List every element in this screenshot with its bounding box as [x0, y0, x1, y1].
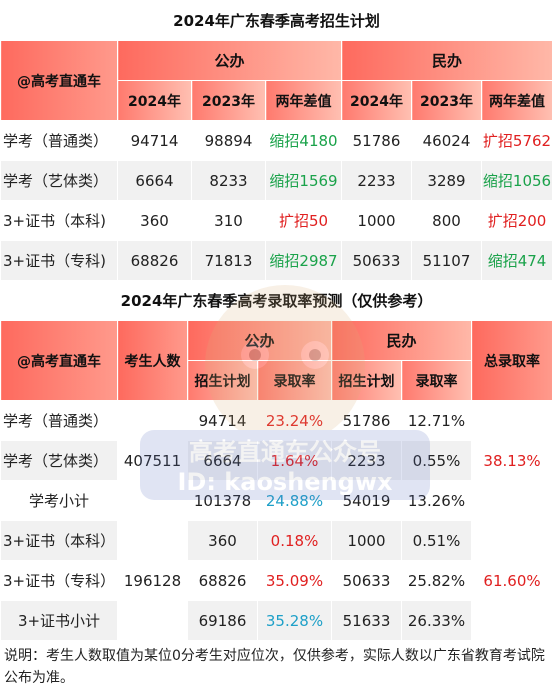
public-group-header: 公办 [187, 320, 332, 361]
col-header: 录取率 [257, 360, 332, 401]
row-label: 学考（普通类） [0, 400, 118, 441]
corner-label: @高考直通车 [0, 320, 118, 401]
candidates-cell: 196128 [117, 520, 188, 641]
cell: 54019 [331, 480, 402, 521]
cell: 68826 [187, 560, 258, 601]
cell: 94714 [187, 400, 258, 441]
col-header: 2023年 [191, 80, 266, 121]
cell: 360 [117, 200, 192, 241]
cell: 800 [411, 200, 482, 241]
enrollment-plan-title: 2024年广东春季高考招生计划 [0, 0, 552, 41]
rate-cell: 13.26% [401, 480, 472, 521]
rate-cell: 0.51% [401, 520, 472, 561]
cell: 2233 [331, 440, 402, 481]
candidates-cell: 407511 [117, 400, 188, 521]
diff-cell: 缩招4180 [265, 120, 342, 161]
col-header: 录取率 [401, 360, 472, 401]
private-group-header: 民办 [331, 320, 472, 361]
row-label: 学考小计 [0, 480, 118, 521]
candidates-header: 考生人数 [117, 320, 188, 401]
cell: 6664 [187, 440, 258, 481]
diff-cell: 扩招50 [265, 200, 342, 241]
table-row: 3+证书（专科) 68826 71813 缩招2987 50633 51107 … [0, 240, 552, 281]
rate-cell: 25.82% [401, 560, 472, 601]
admission-rate-table: 2024年广东春季高考录取率预测（仅供参考） @高考直通车 考生人数 公办 民办… [0, 280, 552, 641]
rate-cell: 24.88% [257, 480, 332, 521]
diff-cell: 缩招1056 [480, 160, 552, 201]
corner-label: @高考直通车 [0, 40, 118, 121]
diff-cell: 缩招1569 [265, 160, 342, 201]
cell: 101378 [187, 480, 258, 521]
row-label: 3+证书（专科) [0, 240, 118, 281]
cell: 2233 [341, 160, 412, 201]
table-row: 学考（艺体类） 6664 1.64% 2233 0.55% [0, 440, 552, 481]
cell: 46024 [411, 120, 482, 161]
table-row: 3+证书（本科） 196128 360 0.18% 1000 0.51% 61.… [0, 520, 552, 641]
row-label: 3+证书小计 [0, 600, 118, 641]
rate-cell: 0.55% [401, 440, 472, 481]
col-header: 2024年 [117, 80, 192, 121]
table-row: 3+证书（本科) 360 310 扩招50 1000 800 扩招200 [0, 200, 552, 241]
rate-cell: 12.71% [401, 400, 472, 441]
footnote: 说明：考生人数取值为某位0分考生对应位次，仅供参考，实际人数以广东省教育考试院公… [4, 648, 545, 686]
cell: 6664 [117, 160, 192, 201]
cell: 69186 [187, 600, 258, 641]
row-label: 3+证书（专科） [0, 560, 118, 601]
private-group-header: 民办 [340, 40, 552, 81]
diff-cell: 扩招5762 [480, 120, 552, 161]
total-rate-cell: 38.13% [470, 400, 552, 521]
row-label: 3+证书（本科) [0, 200, 118, 241]
diff-cell: 扩招200 [480, 200, 552, 241]
col-header: 两年差值 [480, 80, 552, 121]
rate-cell: 35.28% [257, 600, 332, 641]
admission-rate-title: 2024年广东春季高考录取率预测（仅供参考） [0, 280, 552, 321]
cell: 71813 [191, 240, 266, 281]
cell: 50633 [341, 240, 412, 281]
table-row: 学考（普通类） 94714 98894 缩招4180 51786 46024 扩… [0, 120, 552, 161]
rate-cell: 35.09% [257, 560, 332, 601]
row-label: 3+证书（本科） [0, 520, 118, 561]
table-row: 学考（普通类） 407511 94714 23.24% 51786 12.71%… [0, 400, 552, 521]
cell: 3289 [411, 160, 482, 201]
row-label: 学考（艺体类） [0, 160, 118, 201]
cell: 360 [187, 520, 258, 561]
rate-cell: 1.64% [257, 440, 332, 481]
total-rate-cell: 61.60% [470, 520, 552, 641]
col-header: 两年差值 [265, 80, 342, 121]
rate-cell: 23.24% [257, 400, 332, 441]
row-label: 学考（普通类） [0, 120, 118, 161]
table-row: 3+证书小计 69186 35.28% 51633 26.33% [0, 600, 552, 641]
cell: 50633 [331, 560, 402, 601]
cell: 94714 [117, 120, 192, 161]
diff-cell: 缩招474 [480, 240, 552, 281]
cell: 8233 [191, 160, 266, 201]
cell: 51633 [331, 600, 402, 641]
cell: 51786 [341, 120, 412, 161]
public-group-header: 公办 [117, 40, 342, 81]
table-row: 学考小计 101378 24.88% 54019 13.26% [0, 480, 552, 521]
total-rate-header: 总录取率 [470, 320, 552, 401]
cell: 68826 [117, 240, 192, 281]
col-header: 2023年 [411, 80, 482, 121]
table-row: 学考（艺体类） 6664 8233 缩招1569 2233 3289 缩招105… [0, 160, 552, 201]
diff-cell: 缩招2987 [265, 240, 342, 281]
cell: 310 [191, 200, 266, 241]
enrollment-plan-table: 2024年广东春季高考招生计划 @高考直通车 公办 民办 2024年 2023年… [0, 0, 552, 281]
col-header: 2024年 [341, 80, 412, 121]
table-row: 3+证书（专科） 68826 35.09% 50633 25.82% [0, 560, 552, 601]
cell: 1000 [341, 200, 412, 241]
cell: 51107 [411, 240, 482, 281]
cell: 51786 [331, 400, 402, 441]
col-header: 招生计划 [331, 360, 402, 401]
rate-cell: 0.18% [257, 520, 332, 561]
col-header: 招生计划 [187, 360, 258, 401]
cell: 98894 [191, 120, 266, 161]
rate-cell: 26.33% [401, 600, 472, 641]
cell: 1000 [331, 520, 402, 561]
row-label: 学考（艺体类） [0, 440, 118, 481]
